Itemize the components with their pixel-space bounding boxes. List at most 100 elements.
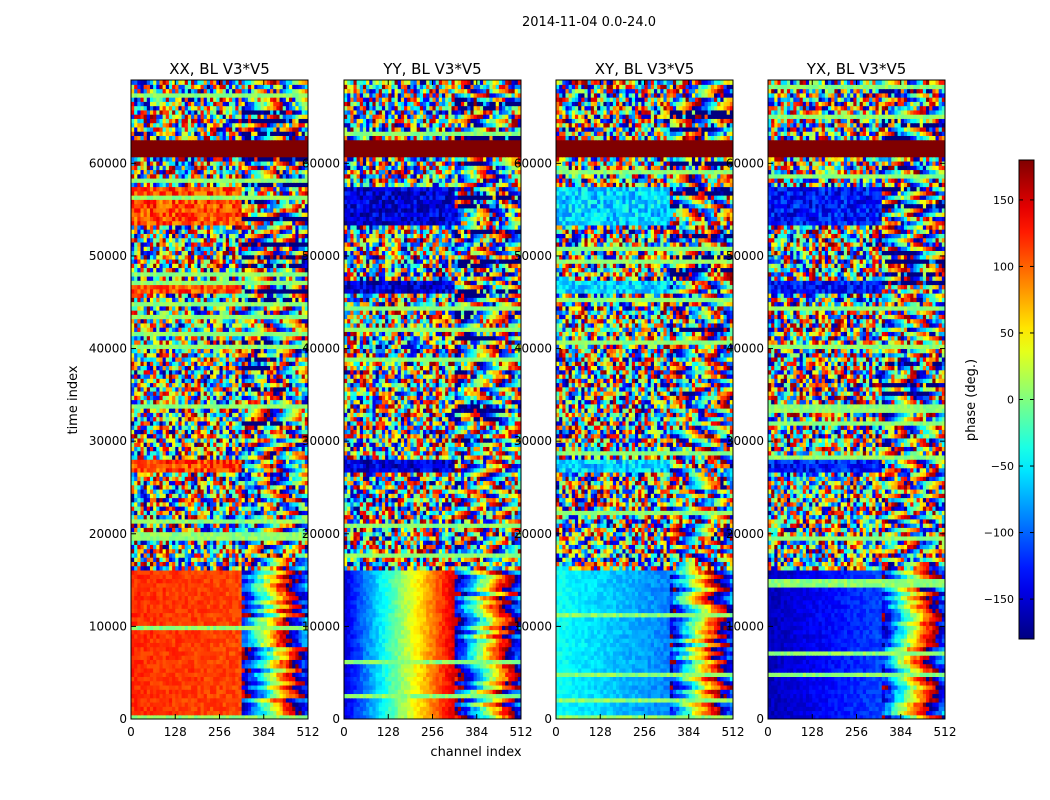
heatmap-cell [200, 629, 205, 635]
heatmap-cell [301, 365, 306, 371]
heatmap-cell [134, 689, 138, 695]
heatmap-cell [146, 463, 151, 469]
heatmap-cell [282, 548, 287, 554]
heatmap-cell [228, 642, 233, 648]
heatmap-cell [156, 335, 161, 341]
heatmap-cell [241, 365, 246, 371]
heatmap-cell [146, 676, 151, 682]
heatmap-cell [219, 408, 224, 413]
heatmap-cell [178, 693, 183, 699]
heatmap-cell [187, 471, 192, 477]
heatmap-cell [134, 497, 138, 503]
heatmap-cell [134, 446, 138, 452]
heatmap-cell [232, 425, 236, 430]
heatmap-cell [292, 523, 296, 528]
heatmap-cell [279, 693, 284, 699]
heatmap-cell [273, 689, 277, 695]
heatmap-cell [197, 582, 202, 588]
heatmap-cell [181, 535, 186, 541]
heatmap-cell [162, 544, 167, 550]
heatmap-cell [282, 514, 287, 520]
heatmap-cell [191, 506, 195, 511]
heatmap-cell [175, 339, 180, 345]
heatmap-cell [266, 697, 271, 703]
heatmap-cell [203, 621, 208, 626]
heatmap-cell [270, 548, 274, 554]
heatmap-cell [266, 548, 271, 554]
heatmap-cell [131, 633, 135, 639]
heatmap-cell [289, 599, 293, 605]
heatmap-cell [222, 680, 227, 686]
heatmap-cell [241, 476, 246, 482]
heatmap-cell [232, 361, 236, 367]
heatmap-cell [153, 501, 157, 507]
heatmap-cell [228, 403, 233, 409]
heatmap-cell [184, 506, 189, 511]
heatmap-cell [216, 531, 221, 537]
heatmap-cell [191, 642, 195, 648]
heatmap-cell [153, 608, 157, 614]
heatmap-cell [292, 386, 296, 392]
heatmap-cell [131, 608, 135, 614]
heatmap-cell [200, 442, 205, 447]
heatmap-cell [225, 680, 230, 686]
heatmap-cell [149, 344, 154, 349]
heatmap-cell [203, 497, 208, 503]
heatmap-cell [143, 569, 148, 575]
heatmap-cell [200, 369, 205, 375]
heatmap-cell [162, 578, 167, 584]
heatmap-cell [276, 510, 281, 516]
heatmap-cell [168, 471, 173, 477]
heatmap-cell [143, 603, 148, 609]
heatmap-cell [225, 608, 230, 614]
heatmap-cell [156, 459, 161, 464]
heatmap-cell [181, 569, 186, 575]
heatmap-cell [260, 369, 265, 375]
heatmap-cell [251, 638, 255, 643]
heatmap-cell [137, 352, 142, 358]
heatmap-cell [175, 638, 180, 643]
heatmap-cell [159, 408, 164, 413]
heatmap-cell [153, 561, 157, 567]
heatmap-cell [143, 390, 148, 396]
heatmap-cell [238, 603, 243, 609]
heatmap-cell [289, 650, 293, 656]
heatmap-cell [149, 361, 154, 367]
heatmap-cell [159, 501, 164, 507]
heatmap-cell [235, 344, 240, 349]
heatmap-cell [232, 689, 236, 695]
heatmap-cell [194, 540, 198, 545]
heatmap-cell [263, 395, 268, 401]
heatmap-cell [225, 548, 230, 554]
heatmap-cell [200, 408, 205, 413]
heatmap-cell [216, 595, 221, 601]
heatmap-cell [276, 633, 281, 639]
heatmap-cell [222, 684, 227, 690]
heatmap-cell [162, 638, 167, 643]
heatmap-cell [282, 578, 287, 584]
heatmap-cell [162, 684, 167, 690]
heatmap-cell [134, 484, 138, 490]
heatmap-cell [260, 540, 265, 545]
heatmap-cell [279, 574, 284, 580]
heatmap-cell [279, 586, 284, 592]
heatmap-cell [146, 663, 151, 669]
heatmap-cell [219, 344, 224, 349]
heatmap-cell [232, 382, 236, 388]
heatmap-cell [279, 706, 284, 712]
heatmap-cell [289, 595, 293, 601]
heatmap-cell [244, 339, 249, 345]
heatmap-cell [203, 429, 208, 435]
heatmap-cell [165, 714, 170, 719]
heatmap-cell [140, 437, 145, 443]
heatmap-cell [216, 365, 221, 371]
heatmap-cell [266, 540, 271, 545]
heatmap-cell [175, 527, 180, 533]
heatmap-cell [276, 476, 281, 482]
heatmap-cell [232, 437, 236, 443]
heatmap-cell [247, 565, 252, 571]
heatmap-cell [197, 429, 202, 435]
heatmap-cell [216, 378, 221, 384]
heatmap-cell [251, 621, 255, 626]
heatmap-cell [175, 420, 180, 426]
